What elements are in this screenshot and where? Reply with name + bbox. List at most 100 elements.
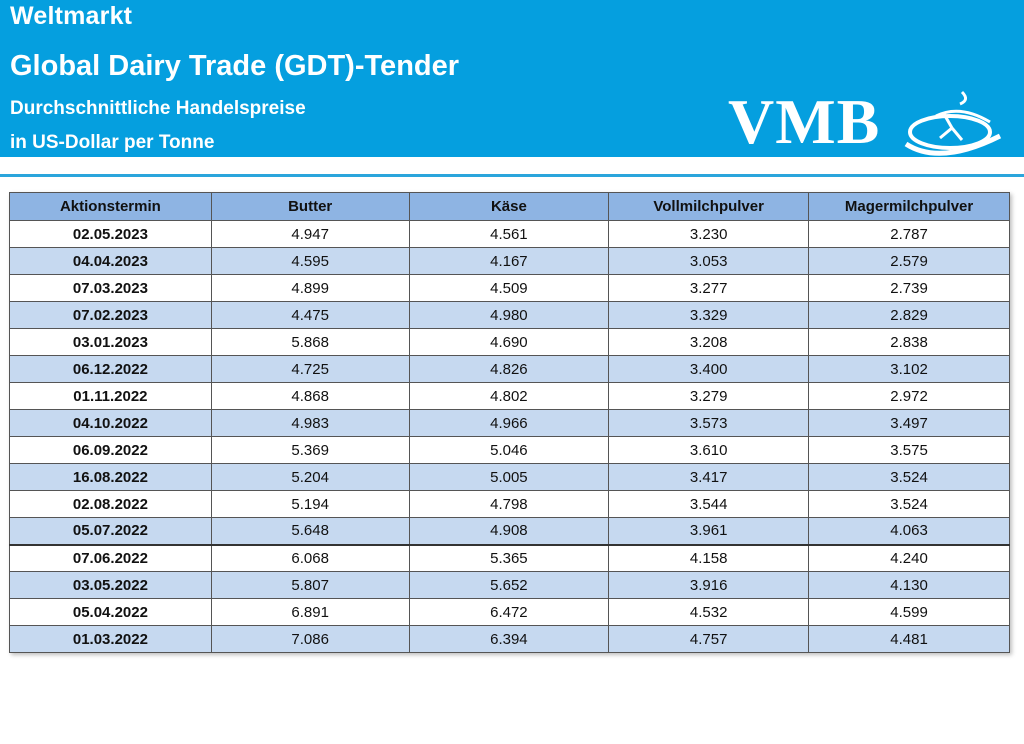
separator-line	[0, 174, 1024, 177]
cell-magermilchpulver: 3.575	[808, 436, 1010, 464]
cell-date: 03.05.2022	[9, 571, 212, 599]
cell-date: 02.08.2022	[9, 490, 212, 518]
cell-butter: 4.947	[210, 220, 410, 248]
table-row: 03.01.2023 5.868 4.690 3.208 2.838	[9, 328, 1010, 356]
cell-magermilchpulver: 3.102	[808, 355, 1010, 383]
cell-magermilchpulver: 3.524	[808, 490, 1010, 518]
cell-date: 06.12.2022	[9, 355, 212, 383]
cell-butter: 5.648	[210, 517, 410, 545]
cell-kaese: 4.690	[408, 328, 610, 356]
cell-vollmilchpulver: 3.400	[608, 355, 810, 383]
cell-kaese: 4.798	[408, 490, 610, 518]
table-row: 03.05.2022 5.807 5.652 3.916 4.130	[9, 571, 1010, 599]
price-table: Aktionstermin Butter Käse Vollmilchpulve…	[9, 192, 1010, 653]
cell-butter: 4.475	[210, 301, 410, 329]
cell-kaese: 5.046	[408, 436, 610, 464]
cell-date: 02.05.2023	[9, 220, 212, 248]
cell-magermilchpulver: 4.130	[808, 571, 1010, 599]
cell-vollmilchpulver: 3.277	[608, 274, 810, 302]
table-row: 05.07.2022 5.648 4.908 3.961 4.063	[9, 517, 1010, 545]
cell-kaese: 5.365	[408, 543, 610, 572]
table-row: 04.04.2023 4.595 4.167 3.053 2.579	[9, 247, 1010, 275]
table-row: 16.08.2022 5.204 5.005 3.417 3.524	[9, 463, 1010, 491]
cell-kaese: 4.908	[408, 517, 610, 545]
cell-magermilchpulver: 2.838	[808, 328, 1010, 356]
logo-text: VMB	[728, 86, 881, 157]
cell-magermilchpulver: 3.524	[808, 463, 1010, 491]
table-row: 07.02.2023 4.475 4.980 3.329 2.829	[9, 301, 1010, 329]
cell-vollmilchpulver: 3.916	[608, 571, 810, 599]
cell-date: 04.10.2022	[9, 409, 212, 437]
cell-magermilchpulver: 2.787	[808, 220, 1010, 248]
cell-kaese: 6.472	[408, 598, 610, 626]
cell-magermilchpulver: 2.579	[808, 247, 1010, 275]
cell-butter: 6.891	[210, 598, 410, 626]
cell-butter: 5.868	[210, 328, 410, 356]
column-header-kaese: Käse	[408, 192, 610, 221]
table-row: 07.03.2023 4.899 4.509 3.277 2.739	[9, 274, 1010, 302]
cell-butter: 4.725	[210, 355, 410, 383]
description-line-1: Durchschnittliche Handelspreise	[10, 98, 306, 119]
cell-vollmilchpulver: 4.532	[608, 598, 810, 626]
cell-magermilchpulver: 2.829	[808, 301, 1010, 329]
cell-vollmilchpulver: 3.573	[608, 409, 810, 437]
cell-kaese: 4.966	[408, 409, 610, 437]
cell-vollmilchpulver: 3.610	[608, 436, 810, 464]
cell-kaese: 4.509	[408, 274, 610, 302]
cell-date: 07.03.2023	[9, 274, 212, 302]
table-row: 06.12.2022 4.725 4.826 3.400 3.102	[9, 355, 1010, 383]
column-header-magermilchpulver: Magermilchpulver	[808, 192, 1010, 221]
cell-vollmilchpulver: 4.158	[608, 543, 810, 572]
cell-magermilchpulver: 4.063	[808, 517, 1010, 545]
table-row: 05.04.2022 6.891 6.472 4.532 4.599	[9, 598, 1010, 626]
table-row: 01.11.2022 4.868 4.802 3.279 2.972	[9, 382, 1010, 410]
cell-butter: 5.369	[210, 436, 410, 464]
cell-vollmilchpulver: 3.053	[608, 247, 810, 275]
cell-kaese: 4.802	[408, 382, 610, 410]
cell-butter: 7.086	[210, 625, 410, 653]
cell-magermilchpulver: 2.739	[808, 274, 1010, 302]
column-header-vollmilchpulver: Vollmilchpulver	[608, 192, 810, 221]
cell-vollmilchpulver: 3.417	[608, 463, 810, 491]
cell-date: 16.08.2022	[9, 463, 212, 491]
cell-date: 06.09.2022	[9, 436, 212, 464]
cell-kaese: 5.652	[408, 571, 610, 599]
cell-date: 07.06.2022	[9, 543, 212, 572]
cell-butter: 5.807	[210, 571, 410, 599]
cell-butter: 4.595	[210, 247, 410, 275]
cell-date: 01.03.2022	[9, 625, 212, 653]
cell-kaese: 4.561	[408, 220, 610, 248]
cell-kaese: 6.394	[408, 625, 610, 653]
cell-date: 05.04.2022	[9, 598, 212, 626]
cell-butter: 4.899	[210, 274, 410, 302]
cell-vollmilchpulver: 3.961	[608, 517, 810, 545]
cell-kaese: 5.005	[408, 463, 610, 491]
vmb-logo: VMB	[728, 86, 1024, 158]
cell-butter: 5.204	[210, 463, 410, 491]
cell-magermilchpulver: 2.972	[808, 382, 1010, 410]
cell-butter: 5.194	[210, 490, 410, 518]
page-subtitle: Global Dairy Trade (GDT)-Tender	[10, 50, 460, 82]
header-banner: Weltmarkt Global Dairy Trade (GDT)-Tende…	[0, 0, 1024, 157]
table-row: 01.03.2022 7.086 6.394 4.757 4.481	[9, 625, 1010, 653]
cell-vollmilchpulver: 4.757	[608, 625, 810, 653]
table-row: 04.10.2022 4.983 4.966 3.573 3.497	[9, 409, 1010, 437]
cell-vollmilchpulver: 3.329	[608, 301, 810, 329]
table-row: 07.06.2022 6.068 5.365 4.158 4.240	[9, 543, 1010, 572]
cell-date: 05.07.2022	[9, 517, 212, 545]
table-row: 02.08.2022 5.194 4.798 3.544 3.524	[9, 490, 1010, 518]
cell-magermilchpulver: 4.240	[808, 543, 1010, 572]
logo-swirl-icon	[904, 90, 1002, 156]
table-header-row: Aktionstermin Butter Käse Vollmilchpulve…	[9, 192, 1010, 221]
page-title: Weltmarkt	[10, 2, 133, 30]
cell-butter: 4.983	[210, 409, 410, 437]
cell-date: 03.01.2023	[9, 328, 212, 356]
cell-kaese: 4.826	[408, 355, 610, 383]
cell-magermilchpulver: 4.481	[808, 625, 1010, 653]
cell-date: 07.02.2023	[9, 301, 212, 329]
description-line-2: in US-Dollar per Tonne	[10, 132, 215, 153]
cell-magermilchpulver: 3.497	[808, 409, 1010, 437]
cell-kaese: 4.980	[408, 301, 610, 329]
cell-butter: 4.868	[210, 382, 410, 410]
table-row: 06.09.2022 5.369 5.046 3.610 3.575	[9, 436, 1010, 464]
